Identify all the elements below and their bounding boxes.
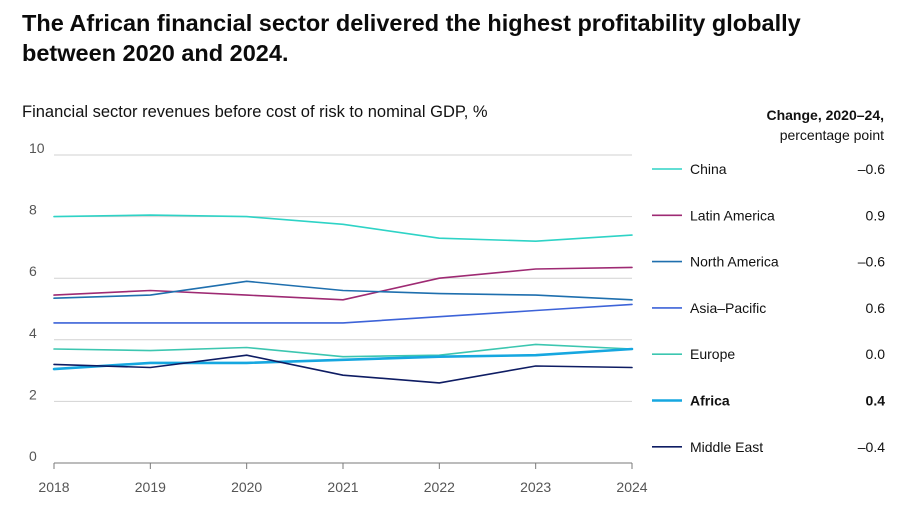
y-tick-label: 8 bbox=[29, 202, 37, 218]
legend-change-north-america: –0.6 bbox=[858, 254, 885, 270]
y-tick-label: 2 bbox=[29, 386, 37, 402]
legend-label-china: China bbox=[690, 161, 727, 177]
series-line-europe bbox=[53, 343, 633, 358]
legend-label-asia-pacific: Asia–Pacific bbox=[690, 300, 766, 316]
legend-change-europe: 0.0 bbox=[866, 346, 886, 362]
chart-subtitle: Financial sector revenues before cost of… bbox=[22, 103, 488, 122]
legend-change-africa: 0.4 bbox=[866, 393, 886, 409]
y-tick-label: 6 bbox=[29, 263, 37, 279]
change-column-header: Change, 2020–24, percentage point bbox=[766, 105, 884, 145]
legend-change-asia-pacific: 0.6 bbox=[866, 300, 886, 316]
legend-change-middle-east: –0.4 bbox=[858, 439, 885, 455]
legend-change-latin-america: 0.9 bbox=[866, 207, 886, 223]
series-line-middle-east bbox=[53, 354, 633, 384]
legend: China –0.6 Latin America 0.9 North America –0… bbox=[652, 161, 885, 455]
legend-label-europe: Europe bbox=[690, 346, 735, 362]
series-line-africa bbox=[52, 347, 634, 371]
x-tick-label: 2019 bbox=[135, 479, 166, 495]
y-tick-label: 10 bbox=[29, 140, 45, 156]
series-line-asia-pacific bbox=[53, 303, 633, 324]
legend-label-middle-east: Middle East bbox=[690, 439, 763, 455]
x-tick-label: 2021 bbox=[327, 479, 358, 495]
subtitle-unit: % bbox=[472, 103, 488, 121]
x-tick-label: 2022 bbox=[424, 479, 455, 495]
legend-label-latin-america: Latin America bbox=[690, 207, 775, 223]
legend-label-north-america: North America bbox=[690, 254, 779, 270]
series-line-north-america bbox=[53, 280, 633, 301]
change-column-subtitle: percentage point bbox=[779, 127, 884, 143]
legend-change-china: –0.6 bbox=[858, 161, 885, 177]
x-tick-label: 2020 bbox=[231, 479, 262, 495]
y-tick-label: 4 bbox=[29, 325, 37, 341]
x-tick-label: 2024 bbox=[616, 479, 647, 495]
change-column-title: Change, 2020–24, bbox=[766, 107, 884, 123]
x-tick-label: 2023 bbox=[520, 479, 551, 495]
gridlines bbox=[54, 154, 632, 464]
series-line-china bbox=[53, 214, 633, 242]
y-tick-label: 0 bbox=[29, 448, 37, 464]
subtitle-text: Financial sector revenues before cost of… bbox=[22, 103, 469, 121]
legend-label-africa: Africa bbox=[690, 393, 730, 409]
series-lines bbox=[52, 214, 634, 384]
axes: 0 2 4 6 8 10 2018 2019 2020 2021 2022 2023 2024 bbox=[29, 140, 648, 495]
series-line-latin-america bbox=[53, 266, 633, 301]
chart-headline: The African financial sector delivered t… bbox=[22, 10, 801, 66]
x-tick-label: 2018 bbox=[38, 479, 69, 495]
